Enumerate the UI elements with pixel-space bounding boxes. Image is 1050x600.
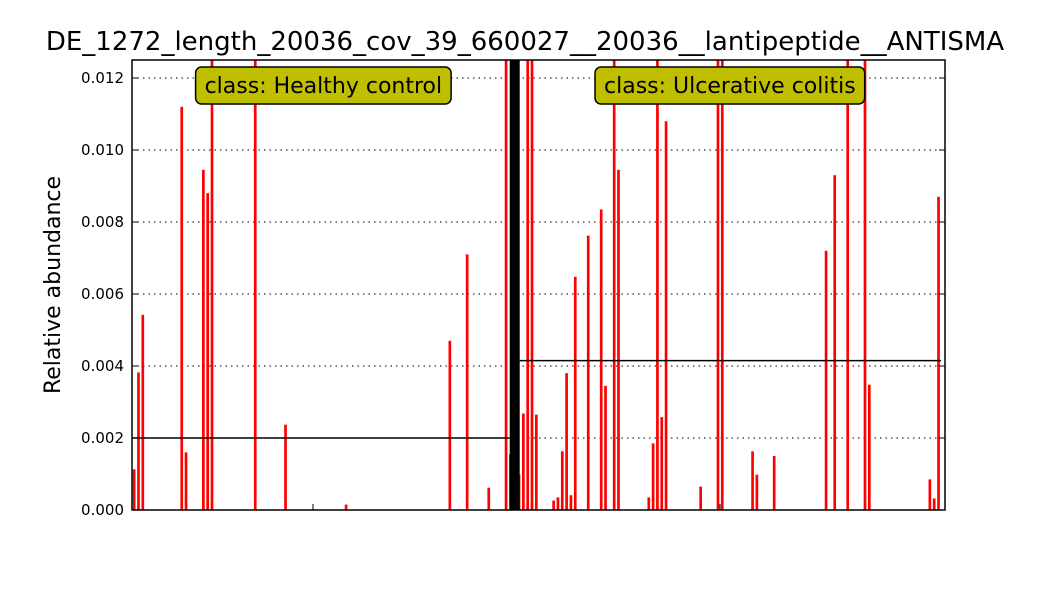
bar bbox=[660, 417, 664, 510]
bar bbox=[647, 497, 651, 510]
bar bbox=[612, 60, 616, 510]
bar bbox=[617, 169, 620, 511]
class-labels: class: Healthy control class: Ulcerative … bbox=[194, 66, 866, 105]
bar bbox=[556, 497, 560, 510]
bar bbox=[716, 60, 720, 510]
chart-title: DE_1272_length_20036_cov_39_660027__2003… bbox=[46, 27, 1005, 57]
y-tick-label: 0.010 bbox=[81, 141, 124, 159]
bar bbox=[487, 487, 491, 510]
y-tick-label: 0.002 bbox=[81, 429, 124, 447]
plot-frame bbox=[131, 59, 946, 511]
class-label: class: Healthy control bbox=[205, 74, 443, 99]
bar bbox=[932, 498, 936, 510]
bar bbox=[210, 60, 214, 510]
class-mean-lines bbox=[132, 359, 941, 439]
bar bbox=[573, 276, 577, 510]
bar bbox=[132, 469, 136, 510]
bar bbox=[530, 60, 534, 510]
bar bbox=[656, 60, 659, 510]
bar bbox=[526, 60, 530, 510]
bar bbox=[604, 385, 607, 510]
bar bbox=[720, 60, 724, 510]
bar bbox=[253, 60, 257, 510]
class-label-box bbox=[594, 66, 866, 105]
bar bbox=[552, 500, 555, 510]
bar bbox=[284, 424, 287, 510]
class-divider bbox=[509, 60, 520, 510]
bar bbox=[184, 452, 188, 510]
y-tick-label: 0.004 bbox=[81, 357, 124, 375]
bar bbox=[504, 60, 508, 510]
bar bbox=[180, 106, 184, 511]
bar bbox=[651, 443, 655, 510]
bar bbox=[586, 235, 590, 510]
y-axis-label: Relative abundance bbox=[41, 176, 66, 394]
bar bbox=[141, 314, 145, 510]
bar bbox=[928, 479, 932, 510]
bar bbox=[560, 451, 564, 510]
y-axis-ticks: 0.000 0.002 0.004 0.006 0.008 0.010 0.012 bbox=[81, 69, 945, 519]
bar bbox=[846, 60, 850, 510]
bar bbox=[522, 413, 525, 510]
bar bbox=[202, 169, 205, 511]
bar bbox=[565, 373, 568, 510]
y-tick-label: 0.000 bbox=[81, 501, 124, 519]
bar bbox=[465, 254, 469, 510]
y-tick-label: 0.008 bbox=[81, 213, 124, 231]
bar bbox=[699, 486, 703, 510]
bar bbox=[344, 504, 348, 510]
bar bbox=[772, 456, 776, 510]
bar bbox=[937, 196, 940, 511]
bar bbox=[867, 384, 871, 510]
y-tick-label: 0.006 bbox=[81, 285, 124, 303]
bar bbox=[599, 209, 603, 510]
y-tick-label: 0.012 bbox=[81, 69, 124, 87]
bar bbox=[448, 340, 452, 510]
bar bbox=[824, 250, 828, 511]
bar bbox=[569, 495, 573, 510]
bar bbox=[863, 60, 867, 510]
bar bbox=[664, 121, 668, 510]
bar bbox=[206, 193, 210, 510]
class-label: class: Ulcerative colitis bbox=[604, 74, 856, 99]
bar bbox=[755, 474, 759, 510]
class-label-box bbox=[194, 66, 452, 105]
bar bbox=[833, 175, 837, 510]
bar bbox=[751, 451, 754, 510]
bar bbox=[137, 372, 140, 510]
bars bbox=[132, 60, 940, 511]
bar bbox=[534, 414, 538, 510]
